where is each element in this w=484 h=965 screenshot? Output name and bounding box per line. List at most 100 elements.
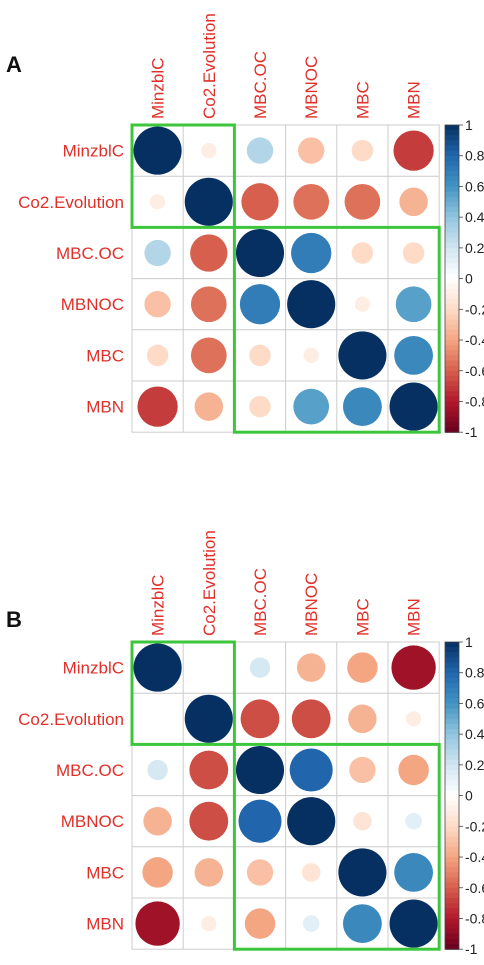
panel-b-cluster-box-0	[130, 640, 236, 746]
panel-a-row-label: MBC	[86, 346, 124, 365]
panel-b-colorbar-segment	[445, 723, 459, 730]
panel-b-row-label: MBNOC	[61, 812, 124, 831]
panel-a-colorbar-segment	[445, 360, 459, 367]
panel-b-cell-4-4	[338, 848, 387, 897]
panel-b-colorbar-segment	[445, 780, 459, 786]
panel-a-cell-3-0	[144, 291, 171, 318]
panel-a-colorbar-segment	[445, 140, 459, 147]
panel-b-colorbar-segment	[445, 749, 459, 756]
panel-b-colorbar-segment	[445, 739, 459, 745]
panel-b-cell-5-4	[343, 904, 382, 943]
panel-a-colorbar-segment	[445, 309, 459, 316]
panel-a-cluster-box-0	[130, 123, 236, 229]
panel-b-colorbar-segment	[445, 775, 459, 781]
panel-a-cell-2-0	[144, 239, 171, 267]
panel-a-colorbar-segment	[445, 350, 459, 356]
panel-b-colorbar-segment	[445, 908, 459, 914]
panel-b-colorbar-segment	[445, 754, 459, 761]
panel-a-colorbar-tick-label: -0.6	[465, 363, 484, 379]
panel-b-colorbar-segment	[445, 836, 459, 843]
panel-a-colorbar-segment	[445, 181, 459, 188]
panel-b-col-label: Co2.Evolution	[200, 530, 219, 636]
panel-a-colorbar-segment	[445, 329, 459, 336]
panel-a-colorbar-segment	[445, 145, 459, 152]
panel-b-cell-4-2	[246, 859, 274, 886]
panel-a-cell-2-1	[190, 234, 228, 272]
panel-a-cell-5-1	[194, 392, 224, 421]
panel-a-colorbar-segment	[445, 247, 459, 254]
panel-a-colorbar-segment	[445, 416, 459, 423]
panel-b-col-label: MBC	[353, 598, 372, 636]
panel-a-colorbar-tick-label: -0.2	[465, 301, 484, 317]
panel-a-colorbar-segment	[445, 391, 459, 397]
panel-b-cluster-box-1	[232, 742, 441, 951]
panel-a-cell-4-4	[338, 331, 387, 380]
panel-a-colorbar-tick-label: 0.4	[465, 209, 484, 225]
panel-b-cell-2-3	[289, 748, 333, 792]
panel-b-cell-1-3	[291, 699, 331, 739]
panel-a-cell-0-5	[393, 130, 434, 171]
panel-a-colorbar-segment	[445, 278, 459, 285]
panel-b-colorbar-segment	[445, 800, 459, 807]
panel-b-colorbar-tick-label: -0.4	[465, 849, 484, 865]
panel-a-cell-1-5	[399, 187, 428, 217]
panel-b-colorbar-segment	[445, 918, 459, 925]
panel-b-cell-2-5	[398, 754, 429, 786]
panel-b-colorbar-segment	[445, 667, 459, 674]
panel-b-colorbar-segment	[445, 698, 459, 705]
panel-a-cell-0-0	[133, 126, 182, 175]
panel-b-colorbar-segment	[445, 903, 459, 909]
panel-a-colorbar-segment	[445, 273, 459, 280]
panel-b-colorbar-segment	[445, 816, 459, 822]
panel-a-colorbar-segment	[445, 304, 459, 310]
panel-a-colorbar-segment	[445, 396, 459, 403]
panel-b-colorbar-tick-label: 0.8	[465, 665, 484, 681]
panel-a-colorbar-segment	[445, 242, 459, 249]
panel-b-colorbar-segment	[445, 688, 459, 694]
panel-a-colorbar-segment	[445, 222, 459, 228]
panel-a-colorbar-segment	[445, 258, 459, 264]
panel-a-colorbar-segment	[445, 212, 459, 218]
panel-a-cell-3-4	[354, 296, 371, 312]
panel-b-colorbar-segment	[445, 821, 459, 827]
panel-b-cell-3-1	[189, 801, 229, 841]
panel-b-cell-5-3	[302, 915, 320, 932]
panel-a-colorbar-segment	[445, 324, 459, 331]
panel-b-colorbar-segment	[445, 882, 459, 889]
panel-b-colorbar-segment	[445, 831, 459, 838]
panel-a-colorbar-segment	[445, 176, 459, 182]
panel-b-colorbar-segment	[445, 826, 459, 833]
panel-a-colorbar-tick-label: 1	[465, 117, 473, 133]
panel-b-cell-2-1	[189, 750, 229, 790]
panel-b-row-label: MBN	[86, 915, 124, 934]
panel-a-cell-4-2	[249, 344, 271, 367]
panel-b-cell-2-4	[349, 756, 376, 784]
panel-b-row-label: MinzblC	[63, 659, 124, 678]
panel-a-colorbar-segment	[445, 299, 459, 305]
panel-a-colorbar-segment	[445, 334, 459, 341]
panel-a-cell-3-3	[287, 280, 336, 329]
panel-a-cell-4-3	[303, 347, 319, 364]
panel-b-colorbar-segment	[445, 944, 459, 950]
panel-b-colorbar-segment	[445, 764, 459, 771]
panel-b-colorbar-segment	[445, 913, 459, 920]
panel-a-colorbar-segment	[445, 345, 459, 351]
panel-a-row-label: MinzblC	[63, 142, 124, 161]
panel-a-colorbar-segment	[445, 150, 459, 157]
panel-a-cell-0-4	[351, 139, 374, 162]
panel-a-colorbar-segment	[445, 232, 459, 239]
panel-b-cell-4-5	[394, 853, 433, 892]
panel-a-col-label: MBN	[405, 81, 424, 119]
panel-a-colorbar-segment	[445, 135, 459, 141]
panel-b-colorbar-tick-label: 0.4	[465, 726, 484, 742]
panel-a-cell-1-1	[184, 177, 233, 226]
panel-a-colorbar-segment	[445, 406, 459, 413]
panel-b-colorbar-segment	[445, 938, 459, 945]
panel-b-cell-5-0	[135, 901, 180, 946]
panel-b-colorbar-segment	[445, 841, 459, 848]
panel-a-colorbar-tick-label: -0.4	[465, 332, 484, 348]
panel-b-colorbar-segment	[445, 857, 459, 863]
panel-a-colorbar-segment	[445, 201, 459, 208]
panel-a-cell-1-3	[293, 183, 330, 220]
